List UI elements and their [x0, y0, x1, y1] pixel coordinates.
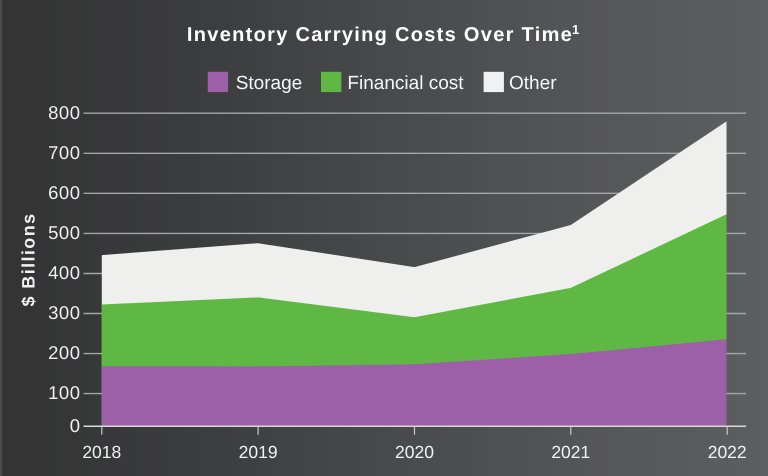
svg-text:100: 100 [48, 382, 80, 403]
svg-text:600: 600 [48, 182, 80, 203]
svg-text:400: 400 [48, 262, 80, 283]
svg-text:200: 200 [48, 342, 80, 363]
svg-text:1: 1 [572, 22, 579, 37]
svg-text:2019: 2019 [239, 442, 278, 462]
svg-text:2018: 2018 [82, 442, 121, 462]
svg-text:$ Billions: $ Billions [18, 212, 38, 306]
svg-text:800: 800 [48, 102, 80, 123]
svg-text:2020: 2020 [395, 442, 434, 462]
svg-text:2021: 2021 [551, 442, 590, 462]
svg-text:0: 0 [70, 415, 81, 436]
svg-text:Inventory Carrying Costs Over: Inventory Carrying Costs Over Time [187, 24, 573, 46]
svg-text:700: 700 [48, 142, 80, 163]
svg-text:500: 500 [48, 222, 80, 243]
svg-text:Other: Other [509, 73, 557, 94]
svg-text:2022: 2022 [708, 442, 747, 462]
svg-text:Financial cost: Financial cost [347, 73, 464, 94]
svg-text:Storage: Storage [236, 73, 303, 94]
svg-text:300: 300 [48, 302, 80, 323]
